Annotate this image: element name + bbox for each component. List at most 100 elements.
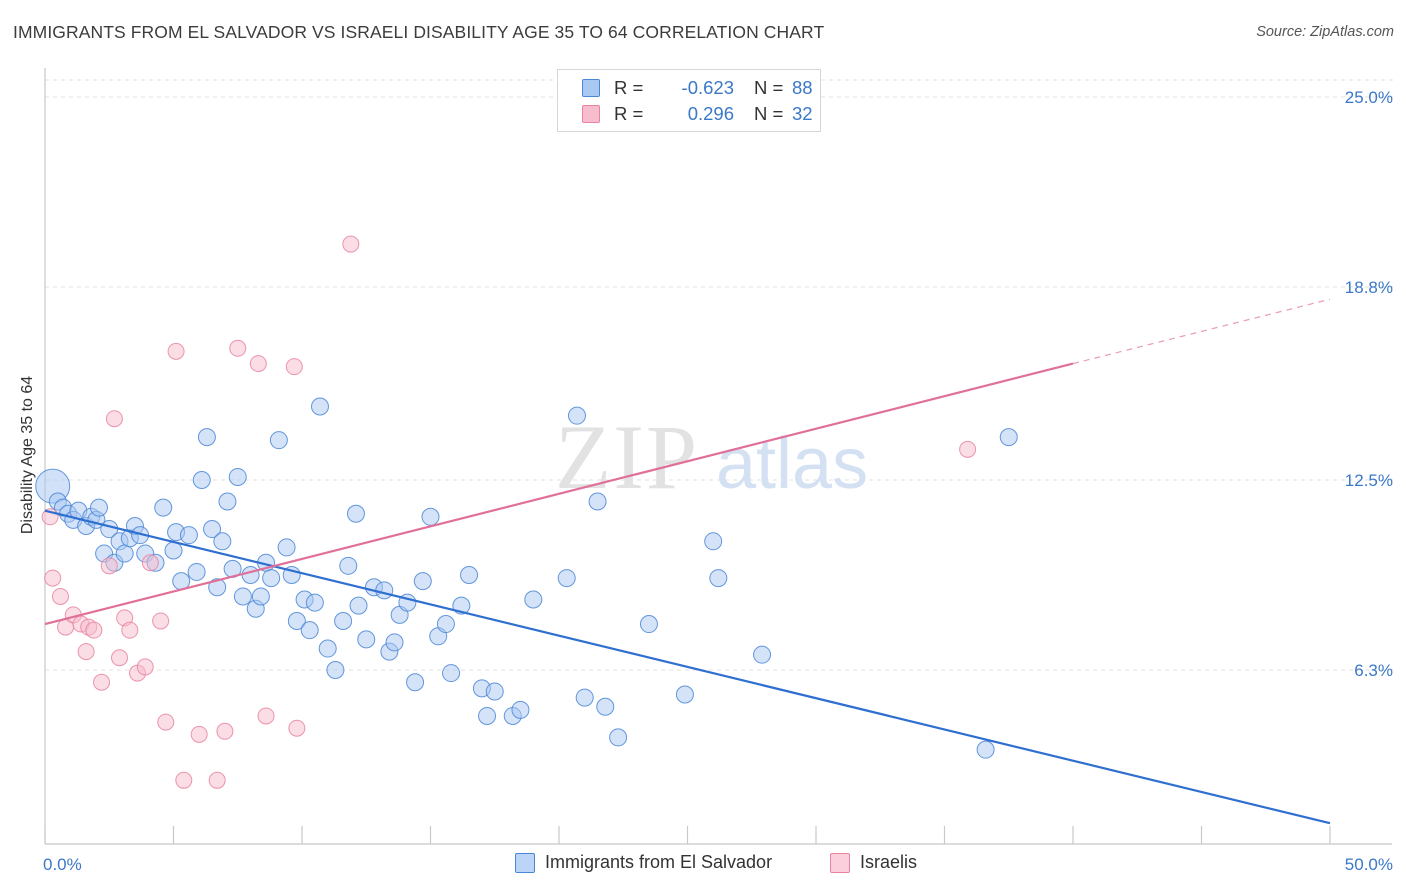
data-point-el-salvador	[375, 581, 394, 600]
legend-n-label: N =	[754, 103, 784, 124]
data-point-el-salvador	[251, 587, 270, 606]
data-point-el-salvador	[277, 538, 296, 557]
legend-r-value: -0.623	[681, 77, 734, 98]
y-axis-label: Disability Age 35 to 64	[19, 376, 36, 534]
data-point-israelis	[51, 587, 69, 605]
data-point-el-salvador	[213, 532, 232, 551]
data-point-israelis	[229, 339, 247, 357]
legend-swatch-pink	[582, 105, 600, 123]
data-point-israelis	[105, 410, 123, 428]
data-point-el-salvador	[164, 541, 183, 560]
legend-n-value: 88	[792, 77, 813, 98]
data-point-israelis	[93, 673, 111, 691]
data-point-israelis	[141, 554, 159, 572]
data-point-el-salvador	[334, 611, 353, 630]
data-point-israelis	[288, 719, 306, 737]
data-point-israelis	[157, 713, 175, 731]
y-tick-label: 18.8%	[1345, 278, 1393, 297]
data-point-israelis	[77, 643, 95, 661]
trend-line-israelis	[44, 362, 1074, 626]
bottom-legend-israelis: Israelis	[830, 852, 917, 873]
data-point-el-salvador	[154, 498, 173, 517]
trend-line-israelis-extension	[1072, 298, 1331, 365]
data-point-el-salvador	[567, 406, 586, 425]
data-point-el-salvador	[639, 615, 658, 634]
bottom-legend-el-salvador: Immigrants from El Salvador	[515, 852, 772, 873]
data-point-el-salvador	[339, 556, 358, 575]
data-point-israelis	[249, 355, 267, 373]
data-point-el-salvador	[310, 397, 329, 416]
data-point-el-salvador	[675, 685, 694, 704]
trend-line-el-salvador	[44, 509, 1331, 825]
data-point-el-salvador	[241, 566, 260, 585]
data-point-el-salvador	[596, 697, 615, 716]
data-point-israelis	[959, 440, 977, 458]
data-point-el-salvador	[349, 596, 368, 615]
data-point-el-salvador	[436, 615, 455, 634]
data-point-israelis	[190, 725, 208, 743]
data-point-el-salvador	[287, 611, 306, 630]
data-point-el-salvador	[413, 572, 432, 591]
axes-layer: 6.3% 12.5% 18.8% 25.0%	[44, 68, 1393, 845]
data-point-el-salvador	[753, 645, 772, 664]
data-point-el-salvador	[557, 569, 576, 588]
data-point-el-salvador	[218, 492, 237, 511]
data-point-israelis	[175, 771, 193, 789]
legend-r-value: 0.296	[687, 103, 734, 124]
bottom-legend-label: Immigrants from El Salvador	[545, 852, 773, 872]
data-point-el-salvador	[385, 633, 404, 652]
data-point-el-salvador	[575, 688, 594, 707]
data-point-el-salvador	[197, 428, 216, 447]
legend-row-el-salvador: R = -0.623 N = 88	[582, 76, 813, 100]
data-point-el-salvador	[89, 498, 108, 517]
bottom-legend-swatch-blue	[515, 852, 535, 873]
bottom-legend-swatch-pink	[830, 852, 850, 873]
data-point-israelis	[136, 658, 154, 676]
trend-layer	[44, 298, 1331, 825]
x-tick-label-max: 50.0%	[1345, 855, 1393, 874]
data-point-el-salvador	[115, 544, 134, 563]
legend-r-label: R =	[614, 103, 644, 124]
data-point-el-salvador	[357, 630, 376, 649]
points-layer	[35, 235, 1018, 789]
data-point-el-salvador	[999, 428, 1018, 447]
x-tick-label-min: 0.0%	[43, 855, 82, 874]
data-point-el-salvador	[326, 661, 345, 679]
data-point-el-salvador	[192, 471, 211, 490]
data-point-israelis	[100, 557, 118, 575]
chart-title: IMMIGRANTS FROM EL SALVADOR VS ISRAELI D…	[13, 22, 825, 42]
data-point-el-salvador	[203, 520, 222, 539]
data-point-israelis	[285, 358, 303, 376]
data-point-el-salvador	[269, 431, 288, 450]
data-point-el-salvador	[609, 728, 628, 747]
legend-swatch-blue	[582, 79, 600, 97]
y-tick-label: 6.3%	[1354, 661, 1393, 680]
data-point-israelis	[111, 649, 129, 667]
data-point-israelis	[44, 569, 62, 587]
data-point-el-salvador	[704, 532, 723, 551]
data-point-el-salvador	[262, 569, 281, 588]
data-point-el-salvador	[442, 664, 461, 683]
data-point-el-salvador	[187, 562, 206, 581]
legend-n-label: N =	[754, 77, 784, 98]
data-point-el-salvador	[511, 700, 530, 719]
legend-row-israelis: R = 0.296 N = 32	[582, 102, 813, 126]
data-point-el-salvador	[460, 566, 479, 585]
data-point-israelis	[121, 621, 139, 639]
data-point-el-salvador	[228, 467, 247, 486]
data-point-israelis	[167, 342, 185, 360]
legend-n-value: 32	[792, 103, 813, 124]
data-point-el-salvador	[976, 740, 995, 759]
data-point-el-salvador	[709, 569, 728, 588]
data-point-el-salvador	[318, 639, 337, 658]
data-point-israelis	[216, 722, 234, 740]
data-point-el-salvador	[485, 682, 504, 701]
watermark: ZIP atlas	[555, 406, 868, 508]
y-tick-label: 25.0%	[1345, 88, 1393, 107]
data-point-israelis	[257, 707, 275, 725]
data-point-israelis	[208, 771, 226, 789]
data-point-el-salvador	[233, 587, 252, 606]
data-point-israelis	[152, 612, 170, 630]
bottom-legend: Immigrants from El Salvador Israelis	[0, 852, 1406, 878]
